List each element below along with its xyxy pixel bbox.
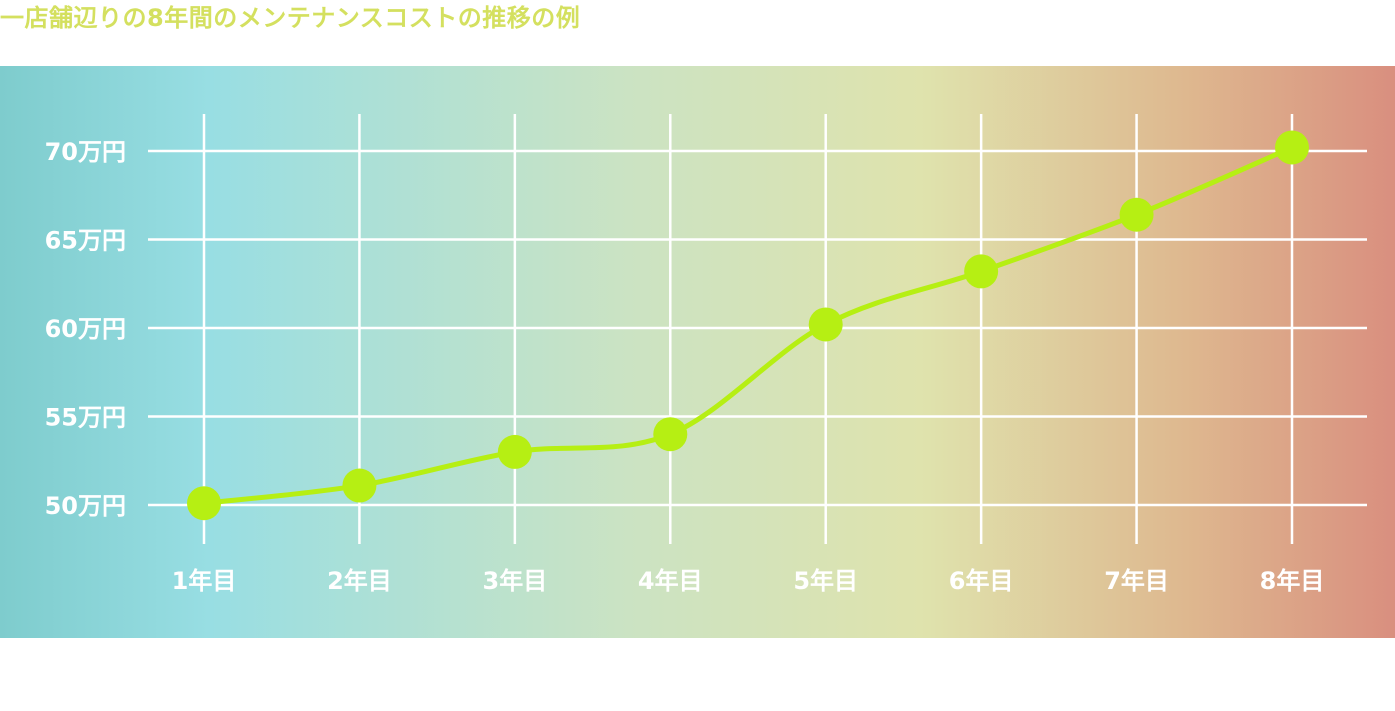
y-tick-label: 70万円 [45, 138, 126, 166]
y-tick-label: 50万円 [45, 492, 126, 520]
data-point [964, 254, 999, 289]
y-tick-label: 55万円 [45, 404, 126, 432]
data-point-markers [187, 130, 1309, 521]
data-point [342, 468, 377, 503]
x-tick-label: 8年目 [1260, 567, 1325, 595]
y-axis-labels: 50万円 55万円 60万円 65万円 70万円 [45, 138, 126, 520]
x-tick-label: 4年目 [638, 567, 703, 595]
y-tick-label: 65万円 [45, 227, 126, 255]
chart-panel: 50万円 55万円 60万円 65万円 70万円 1年目 2年目 3年目 4年目 5年目 6年目 7… [0, 66, 1395, 638]
x-tick-label: 5年目 [793, 567, 858, 595]
data-point [653, 417, 688, 452]
data-point [808, 307, 843, 342]
data-point [1119, 197, 1154, 232]
x-tick-label: 7年目 [1104, 567, 1169, 595]
x-tick-label: 2年目 [327, 567, 392, 595]
x-tick-label: 3年目 [483, 567, 548, 595]
y-tick-label: 60万円 [45, 315, 126, 343]
x-tick-label: 6年目 [949, 567, 1014, 595]
chart-title: 一店舗辺りの8年間のメンテナンスコストの推移の例 [0, 4, 581, 32]
x-tick-label: 1年目 [172, 567, 237, 595]
line-chart: 50万円 55万円 60万円 65万円 70万円 1年目 2年目 3年目 4年目 5年目 6年目 7… [0, 66, 1395, 638]
data-point [187, 486, 221, 521]
data-point [1275, 130, 1309, 165]
data-point [497, 434, 532, 469]
x-axis-labels: 1年目 2年目 3年目 4年目 5年目 6年目 7年目 8年目 [172, 567, 1325, 595]
chart-background [0, 66, 1395, 638]
